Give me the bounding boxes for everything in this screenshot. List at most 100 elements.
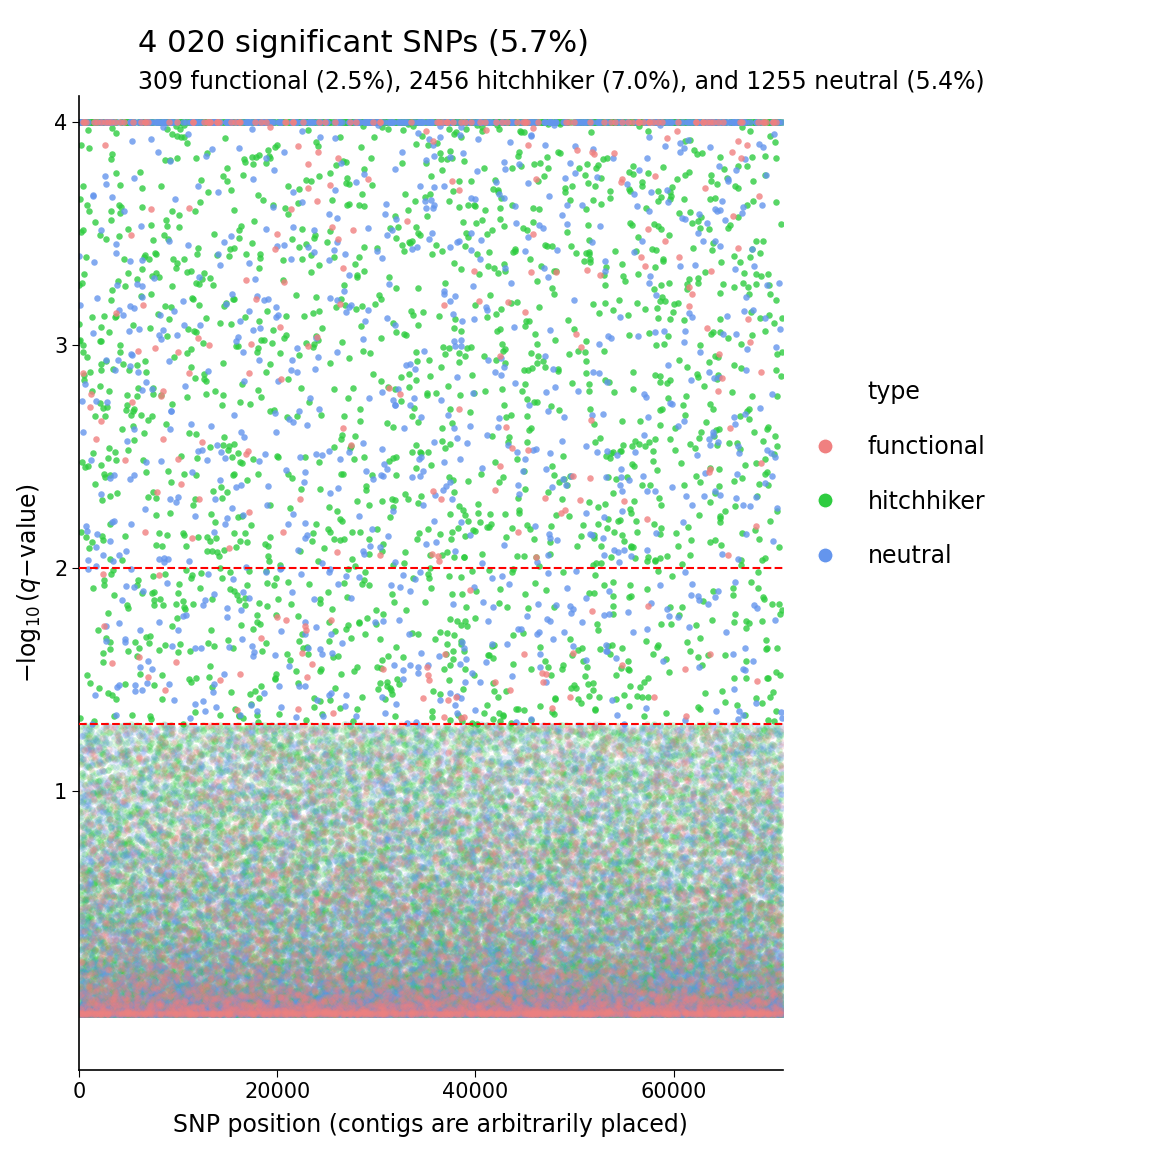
Point xyxy=(212,738,230,757)
Point xyxy=(477,808,495,826)
Point xyxy=(270,972,288,991)
Point xyxy=(675,980,694,999)
Point xyxy=(730,952,749,970)
Point xyxy=(497,833,515,851)
Point xyxy=(457,771,476,789)
Point xyxy=(644,863,662,881)
Point xyxy=(477,948,495,967)
Point xyxy=(386,379,404,397)
Point xyxy=(598,897,616,916)
Point xyxy=(203,999,221,1017)
Point xyxy=(377,985,395,1003)
Point xyxy=(291,991,310,1009)
Point xyxy=(173,850,191,869)
Point xyxy=(400,823,418,841)
Point xyxy=(279,1000,297,1018)
Point xyxy=(526,867,545,886)
Point xyxy=(104,887,122,905)
Point xyxy=(584,1000,602,1018)
Point xyxy=(517,961,536,979)
Point xyxy=(297,744,316,763)
Point xyxy=(218,896,236,915)
Point xyxy=(132,919,151,938)
Point xyxy=(382,998,401,1016)
Point xyxy=(359,976,378,994)
Point xyxy=(537,947,555,965)
Point xyxy=(207,794,226,812)
Point xyxy=(278,855,296,873)
Point xyxy=(333,1006,351,1024)
Point xyxy=(719,973,737,992)
Point xyxy=(305,1005,324,1023)
Point xyxy=(621,887,639,905)
Point xyxy=(576,884,594,902)
Point xyxy=(649,907,667,925)
Point xyxy=(719,978,737,996)
Point xyxy=(715,912,734,931)
Point xyxy=(243,973,262,992)
Point xyxy=(437,786,455,804)
Point xyxy=(151,1003,169,1022)
Point xyxy=(742,916,760,934)
Point xyxy=(203,903,221,922)
Point xyxy=(249,838,267,856)
Point xyxy=(568,996,586,1015)
Point xyxy=(325,940,343,958)
Point xyxy=(584,767,602,786)
Point xyxy=(92,113,111,131)
Point xyxy=(200,942,219,961)
Point xyxy=(514,113,532,131)
Point xyxy=(359,909,378,927)
Point xyxy=(571,1003,590,1022)
Point xyxy=(465,608,484,627)
Point xyxy=(511,113,530,131)
Point xyxy=(632,1003,651,1022)
Point xyxy=(217,758,235,776)
Point xyxy=(215,1005,234,1023)
Point xyxy=(617,897,636,916)
Point xyxy=(435,937,454,955)
Point xyxy=(386,991,404,1009)
Point xyxy=(464,1005,483,1023)
Point xyxy=(248,1005,266,1023)
Point xyxy=(506,983,524,1001)
Point xyxy=(116,955,135,973)
Point xyxy=(78,998,97,1016)
Point xyxy=(588,895,606,914)
Point xyxy=(415,991,433,1009)
Point xyxy=(74,802,92,820)
Point xyxy=(96,1005,114,1023)
Point xyxy=(588,750,606,768)
Point xyxy=(303,1005,321,1023)
Point xyxy=(131,113,150,131)
Point xyxy=(760,971,779,990)
Point xyxy=(545,935,563,954)
Point xyxy=(159,932,177,950)
Point xyxy=(357,911,376,930)
Point xyxy=(577,844,596,863)
Point xyxy=(101,863,120,881)
Point xyxy=(380,1002,399,1021)
Point xyxy=(230,979,249,998)
Point xyxy=(308,814,326,833)
Point xyxy=(88,978,106,996)
Point xyxy=(756,817,774,835)
Point xyxy=(393,726,411,744)
Point xyxy=(598,798,616,817)
Point xyxy=(359,870,378,888)
Point xyxy=(491,1005,509,1023)
Point xyxy=(402,1005,420,1023)
Point xyxy=(295,890,313,909)
Point xyxy=(189,1005,207,1023)
Point xyxy=(647,984,666,1002)
Point xyxy=(759,948,778,967)
Point xyxy=(114,967,132,985)
Point xyxy=(156,846,174,864)
Point xyxy=(417,744,435,763)
Point xyxy=(510,893,529,911)
Point xyxy=(289,838,308,856)
Point xyxy=(579,992,598,1010)
Point xyxy=(130,907,149,925)
Point xyxy=(606,949,624,968)
Point xyxy=(647,1005,666,1023)
